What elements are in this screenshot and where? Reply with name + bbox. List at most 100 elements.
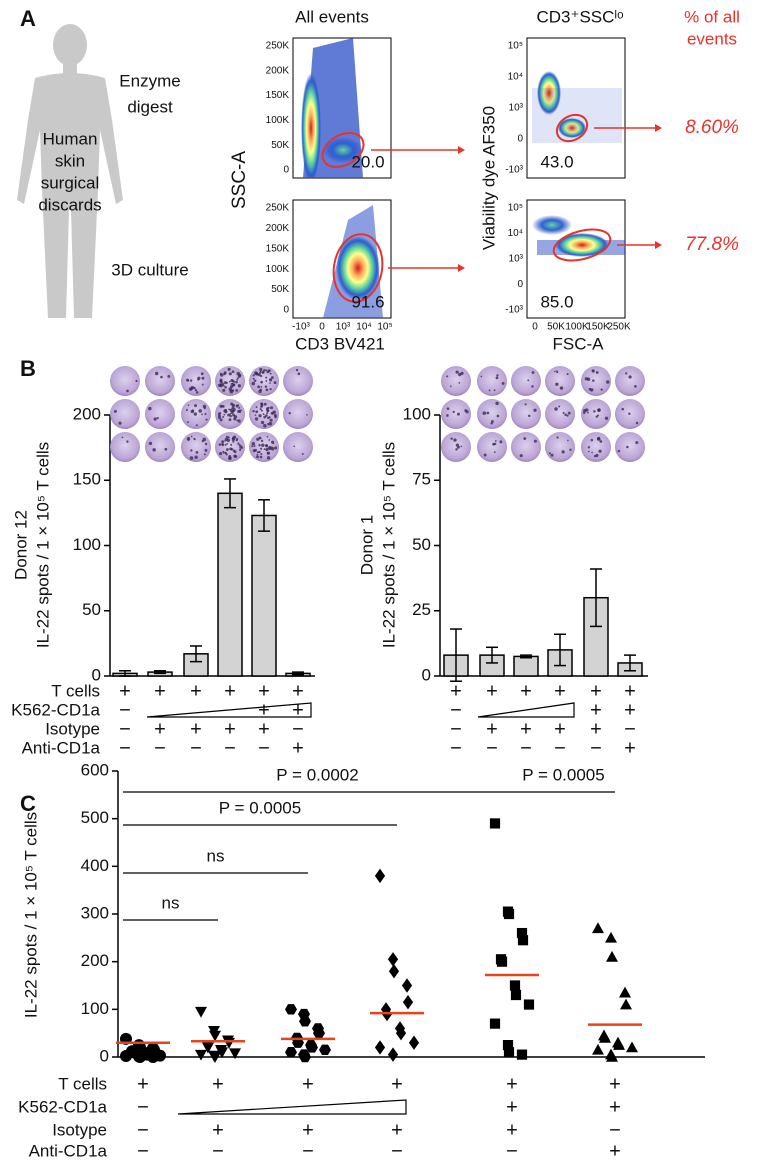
spot: [252, 374, 255, 377]
spot: [260, 453, 263, 455]
condition-sign: −: [224, 737, 236, 759]
condition-sign: +: [292, 737, 304, 759]
spot: [231, 436, 236, 440]
y-axis-label: Donor 12: [11, 510, 30, 580]
spot: [187, 404, 190, 407]
well: [615, 432, 645, 462]
spot: [221, 440, 225, 444]
condition-sign: +: [119, 680, 131, 702]
spot: [258, 444, 261, 447]
condition-sign: +: [212, 1073, 224, 1095]
well: [511, 399, 541, 429]
condition-sign: +: [609, 1096, 621, 1118]
spot: [190, 409, 195, 414]
spot: [187, 421, 189, 423]
data-point: [619, 986, 631, 998]
well: [145, 366, 175, 396]
well: [145, 432, 175, 462]
well: [477, 366, 507, 396]
spot: [635, 421, 639, 425]
y-tick-label: 600: [81, 760, 109, 779]
data-point: [120, 1050, 132, 1063]
spot: [236, 379, 238, 381]
data-point: [285, 1004, 297, 1015]
spot: [218, 412, 222, 415]
spot: [113, 409, 117, 413]
spot: [231, 406, 235, 410]
well: [545, 366, 575, 396]
spot: [252, 377, 255, 380]
condition-sign: −: [302, 1140, 314, 1162]
spot: [554, 370, 556, 373]
bar: [217, 492, 243, 677]
well: [441, 399, 471, 429]
data-point: [592, 922, 604, 934]
spot: [259, 408, 262, 411]
x-axis-label: FSC-A: [553, 334, 605, 353]
spot: [621, 407, 624, 411]
spot: [523, 437, 527, 440]
spot: [230, 408, 233, 411]
spot: [260, 447, 263, 450]
spot: [606, 380, 610, 384]
spot: [201, 439, 204, 443]
spot: [593, 454, 597, 458]
spot: [596, 436, 601, 441]
y-tick-label: 150: [73, 470, 101, 489]
y-tick-label: 75: [412, 470, 431, 489]
y-tick-label: 200: [81, 951, 109, 970]
condition-sign: +: [590, 680, 602, 702]
significance-label: ns: [207, 846, 225, 865]
data-point: [401, 978, 413, 993]
spot: [598, 449, 602, 453]
gate-value: 91.6: [351, 292, 384, 311]
spot: [126, 440, 129, 443]
spot: [235, 438, 238, 442]
spot: [495, 376, 499, 380]
well: [283, 399, 313, 429]
spot: [219, 379, 223, 383]
data-point: [489, 818, 501, 829]
y-tick-label: 200K: [266, 223, 290, 234]
condition-sign: +: [391, 1119, 403, 1141]
spot: [260, 403, 264, 407]
spot: [234, 454, 238, 458]
condition-sign: −: [391, 1140, 403, 1162]
spot: [269, 382, 271, 384]
data-point: [147, 1051, 159, 1063]
spot: [231, 370, 235, 374]
condition-sign: −: [554, 737, 566, 759]
spot: [595, 371, 599, 374]
well: [545, 399, 575, 429]
spot: [265, 447, 269, 451]
condition-sign: +: [554, 718, 566, 740]
y-tick-label: 50: [82, 600, 101, 619]
spot: [533, 439, 537, 443]
spot: [236, 404, 240, 407]
spot: [232, 440, 235, 443]
y-tick-label: 100K: [266, 264, 290, 275]
spot: [265, 414, 268, 417]
spot: [274, 446, 278, 450]
spot: [556, 436, 559, 439]
spot: [587, 446, 591, 449]
spot: [238, 410, 242, 414]
spot: [118, 421, 122, 425]
row-label: digest: [127, 97, 173, 116]
source-text: Human: [43, 129, 98, 148]
spot: [226, 438, 231, 443]
column-header: All events: [295, 7, 369, 26]
spot: [253, 445, 256, 447]
spot: [628, 375, 632, 379]
spot: [501, 381, 505, 385]
condition-sign: −: [212, 1140, 224, 1162]
y-tick-label: 10⁴: [508, 72, 523, 83]
spot: [257, 385, 261, 389]
data-point: [592, 1043, 604, 1055]
pct-header: % of all: [684, 7, 740, 26]
well: [145, 399, 175, 429]
spot: [225, 435, 229, 439]
y-axis-label: SSC-A: [229, 151, 250, 209]
spot: [626, 445, 629, 449]
